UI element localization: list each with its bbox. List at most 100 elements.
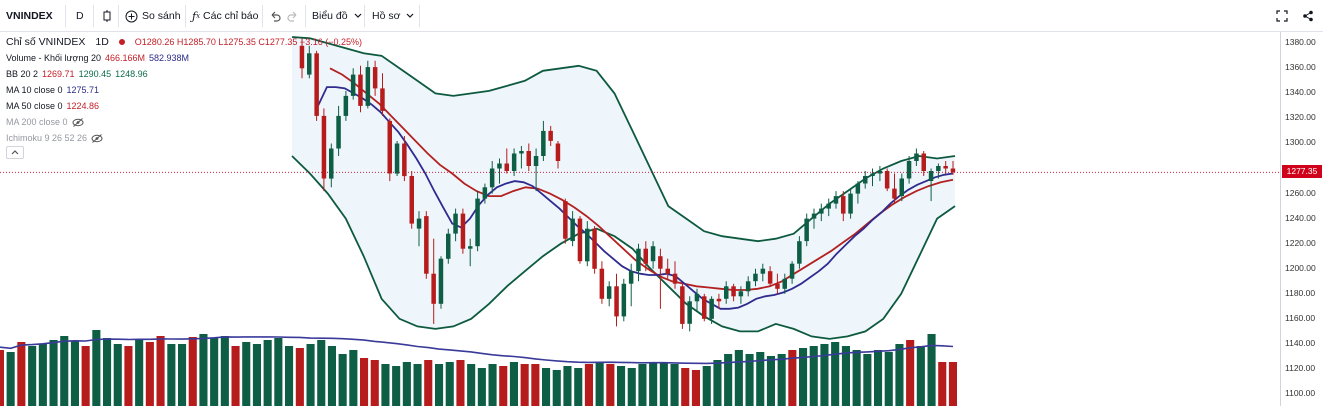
toolbar-divider	[262, 5, 263, 27]
legend-ma200-row[interactable]: MA 200 close 0	[6, 114, 362, 130]
volume-bar	[306, 344, 315, 406]
volume-bar	[60, 336, 69, 406]
candle-body	[731, 286, 736, 297]
volume-bar	[28, 346, 37, 406]
candle-body	[358, 74, 363, 106]
bollinger-upper-line	[291, 36, 956, 243]
eye-hidden-icon[interactable]	[72, 117, 84, 127]
volume-bar	[734, 350, 743, 406]
volume-bar	[852, 350, 861, 406]
profile-dropdown[interactable]: Hồ sơ	[372, 0, 414, 32]
volume-ma-line	[0, 336, 954, 365]
volume-bar	[317, 340, 326, 406]
price-axis-tick: 1160.00	[1285, 312, 1316, 323]
candle-body	[753, 273, 758, 282]
volume-bar	[17, 342, 26, 406]
candle-body	[819, 208, 824, 214]
price-axis-tick: 1180.00	[1285, 287, 1316, 298]
volume-bar	[103, 338, 112, 406]
toolbar-divider	[305, 5, 306, 27]
candle-body	[343, 95, 349, 116]
candle-body	[892, 188, 897, 199]
volume-bar	[38, 344, 47, 406]
volume-bar	[713, 360, 722, 406]
legend-bb-name: BB 20 2	[6, 69, 39, 79]
symbol-search[interactable]: VNINDEX	[6, 10, 53, 22]
volume-bar	[884, 352, 893, 406]
volume-bar	[542, 368, 551, 406]
candle-body	[650, 246, 656, 262]
legend-ma50-row[interactable]: MA 50 close 0 1224.86	[6, 98, 362, 114]
legend-ma10-value: 1275.71	[66, 85, 100, 95]
price-axis-tick: 1320.00	[1285, 112, 1316, 123]
candle-body	[431, 273, 436, 304]
interval-button[interactable]: D	[76, 10, 84, 22]
legend-bb-row[interactable]: BB 20 2 1269.71 1290.45 1248.96	[6, 66, 362, 82]
fullscreen-button[interactable]	[1276, 0, 1288, 32]
legend-ichimoku-name: Ichimoku 9 26 52 26	[6, 133, 88, 143]
candle-body	[511, 153, 517, 171]
volume-bar	[520, 364, 529, 406]
volume-bar	[777, 354, 786, 406]
compare-label: So sánh	[142, 10, 181, 22]
volume-bar	[274, 338, 283, 406]
legend-ichimoku-row[interactable]: Ichimoku 9 26 52 26	[6, 130, 362, 146]
chart-type-dropdown[interactable]: Biểu đồ	[312, 0, 362, 32]
candle-body	[446, 233, 451, 259]
candle-body	[811, 213, 817, 219]
candle-body	[745, 281, 751, 292]
candle-body	[460, 213, 466, 249]
candle-body	[928, 171, 934, 181]
candle-body	[475, 198, 480, 247]
toolbar-divider	[65, 5, 66, 27]
volume-bar	[413, 364, 422, 406]
volume-bar	[670, 364, 679, 406]
compare-button[interactable]: So sánh	[125, 0, 181, 32]
volume-bar	[874, 350, 883, 406]
volume-bar	[92, 330, 101, 406]
volume-bar	[766, 356, 775, 406]
volume-bar	[606, 364, 615, 406]
candle-body	[453, 213, 458, 234]
candle-body	[702, 296, 707, 319]
volume-bar	[863, 354, 872, 406]
legend-volume-ma: 582.938M	[149, 53, 190, 63]
candle-body	[833, 196, 839, 204]
candle-body	[899, 178, 904, 196]
price-axis[interactable]: 1380.001360.001340.001320.001300.001280.…	[1280, 32, 1323, 406]
fullscreen-icon	[1276, 10, 1288, 22]
fullscreen-toggle-button[interactable]	[101, 0, 113, 32]
indicators-label: Các chỉ báo	[203, 10, 259, 22]
legend-collapse-button[interactable]	[6, 146, 24, 159]
volume-bar	[0, 350, 5, 406]
price-axis-tick: 1220.00	[1285, 237, 1316, 248]
volume-bar	[70, 341, 79, 406]
legend-ma50-value: 1224.86	[66, 101, 100, 111]
volume-bar	[499, 366, 508, 406]
candle-body	[628, 271, 634, 284]
toolbar-divider	[93, 5, 94, 27]
share-button[interactable]	[1302, 0, 1314, 32]
candle-body	[519, 151, 524, 154]
legend-volume-row[interactable]: Volume - Khối lượng 20 466.166M 582.938M	[6, 50, 362, 66]
volume-bar	[724, 354, 733, 406]
volume-bar	[617, 366, 626, 406]
volume-bar	[809, 346, 818, 406]
candle-body	[599, 268, 605, 299]
candle-body	[672, 273, 678, 284]
candle-body	[489, 168, 495, 188]
candle-body	[563, 201, 568, 239]
volume-bar	[402, 362, 411, 406]
candle-body	[804, 218, 809, 242]
price-chart[interactable]	[0, 32, 1280, 406]
eye-hidden-icon[interactable]	[91, 133, 103, 143]
undo-button[interactable]	[269, 0, 281, 32]
candle-body	[738, 291, 744, 297]
candle-body	[863, 176, 868, 184]
volume-bar	[424, 360, 433, 406]
legend-ma10-row[interactable]: MA 10 close 0 1275.71	[6, 82, 362, 98]
redo-button[interactable]	[287, 0, 299, 32]
candle-body	[365, 67, 371, 106]
